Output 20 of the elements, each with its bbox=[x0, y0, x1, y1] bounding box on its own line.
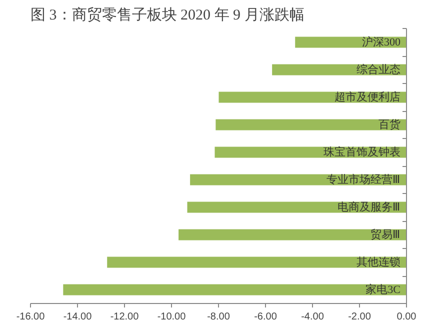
y-tick-label: 其他连锁 bbox=[356, 255, 400, 268]
x-tick-label: -10.00 bbox=[157, 312, 186, 322]
chart-title: 图 3：商贸零售子板块 2020 年 9 月涨跌幅 bbox=[30, 6, 304, 24]
x-tick-label: -4.00 bbox=[301, 312, 324, 322]
y-tick-label: 综合业态 bbox=[356, 62, 400, 76]
x-tick-label: -16.00 bbox=[16, 312, 46, 322]
y-tick-label: 超市及便利店 bbox=[334, 90, 400, 104]
x-tick-label: -2.00 bbox=[348, 312, 372, 322]
x-tick-label: -8.00 bbox=[207, 312, 230, 322]
x-tick-label: -14.00 bbox=[63, 312, 92, 322]
y-tick-label: 专业市场经营Ⅲ bbox=[326, 172, 400, 186]
x-tick-label: -12.00 bbox=[110, 312, 140, 322]
y-tick-label: 百货 bbox=[378, 118, 400, 131]
y-tick-label: 家电3C bbox=[366, 282, 401, 296]
y-tick-label: 沪深300 bbox=[362, 35, 401, 48]
y-tick-label: 珠宝首饰及钟表 bbox=[324, 145, 400, 158]
y-tick-label: 贸易Ⅲ bbox=[370, 228, 400, 241]
x-tick-label: -6.00 bbox=[254, 312, 278, 322]
y-tick-label: 电商及服务Ⅲ bbox=[338, 200, 400, 214]
x-tick-label: 0.00 bbox=[396, 312, 417, 322]
